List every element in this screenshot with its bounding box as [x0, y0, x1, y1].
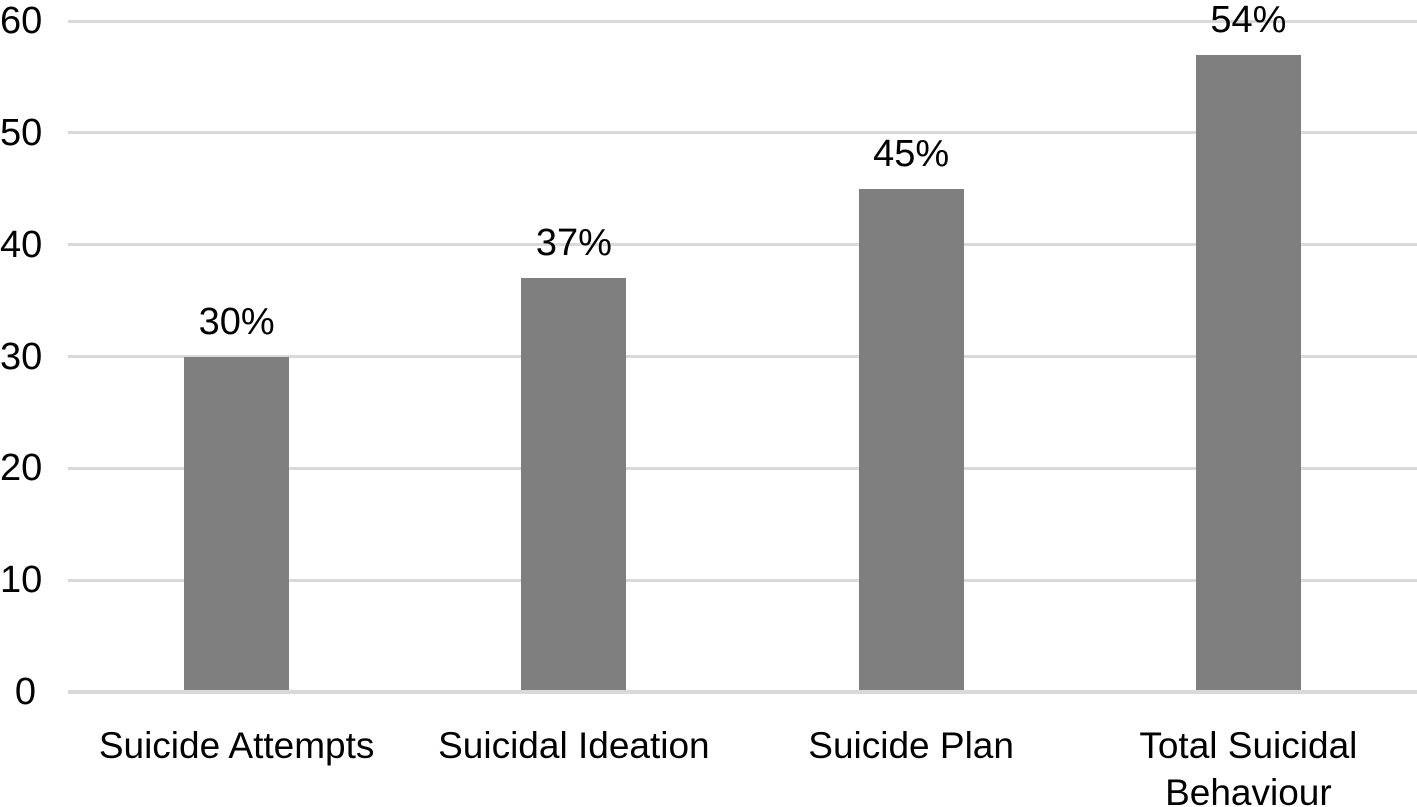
bar-suicidal-ideation	[521, 278, 627, 692]
gridline-y-40	[68, 243, 1417, 247]
gridline-y-60	[68, 19, 1417, 23]
bar-suicide-attempts	[184, 356, 290, 692]
data-label-suicide-plan: 45%	[873, 132, 950, 175]
x-axis-category-label-suicidal-ideation: Suicidal Ideation	[438, 725, 710, 766]
y-axis-tick-label-30: 30	[0, 335, 43, 378]
y-axis-tick-label-60: 60	[0, 0, 43, 42]
gridline-y-50	[68, 131, 1417, 135]
data-label-total-suicidal-behaviour: 54%	[1210, 0, 1287, 41]
x-axis-category-label-suicide-attempts: Suicide Attempts	[98, 725, 375, 766]
gridline-y-10	[68, 578, 1417, 582]
y-axis-tick-label-10: 10	[0, 559, 43, 602]
x-axis-category-label-total-suicidal-behaviour: Total Suicidal Behaviour	[1139, 725, 1358, 807]
y-axis-tick-label-20: 20	[0, 447, 43, 490]
y-axis-tick-label-0: 0	[14, 671, 36, 713]
y-axis-tick-label-50: 50	[0, 111, 43, 154]
bar-suicide-plan	[858, 188, 964, 692]
gridline-y-20	[68, 466, 1417, 470]
y-axis-tick-label-40: 40	[0, 223, 43, 266]
bar-total-suicidal-behaviour	[1195, 54, 1301, 692]
gridline-y-30	[68, 355, 1417, 358]
data-label-suicide-attempts: 30%	[198, 300, 275, 343]
x-axis-line	[68, 690, 1417, 694]
data-label-suicidal-ideation: 37%	[535, 222, 612, 265]
x-axis-category-label-suicide-plan: Suicide Plan	[808, 725, 1014, 766]
